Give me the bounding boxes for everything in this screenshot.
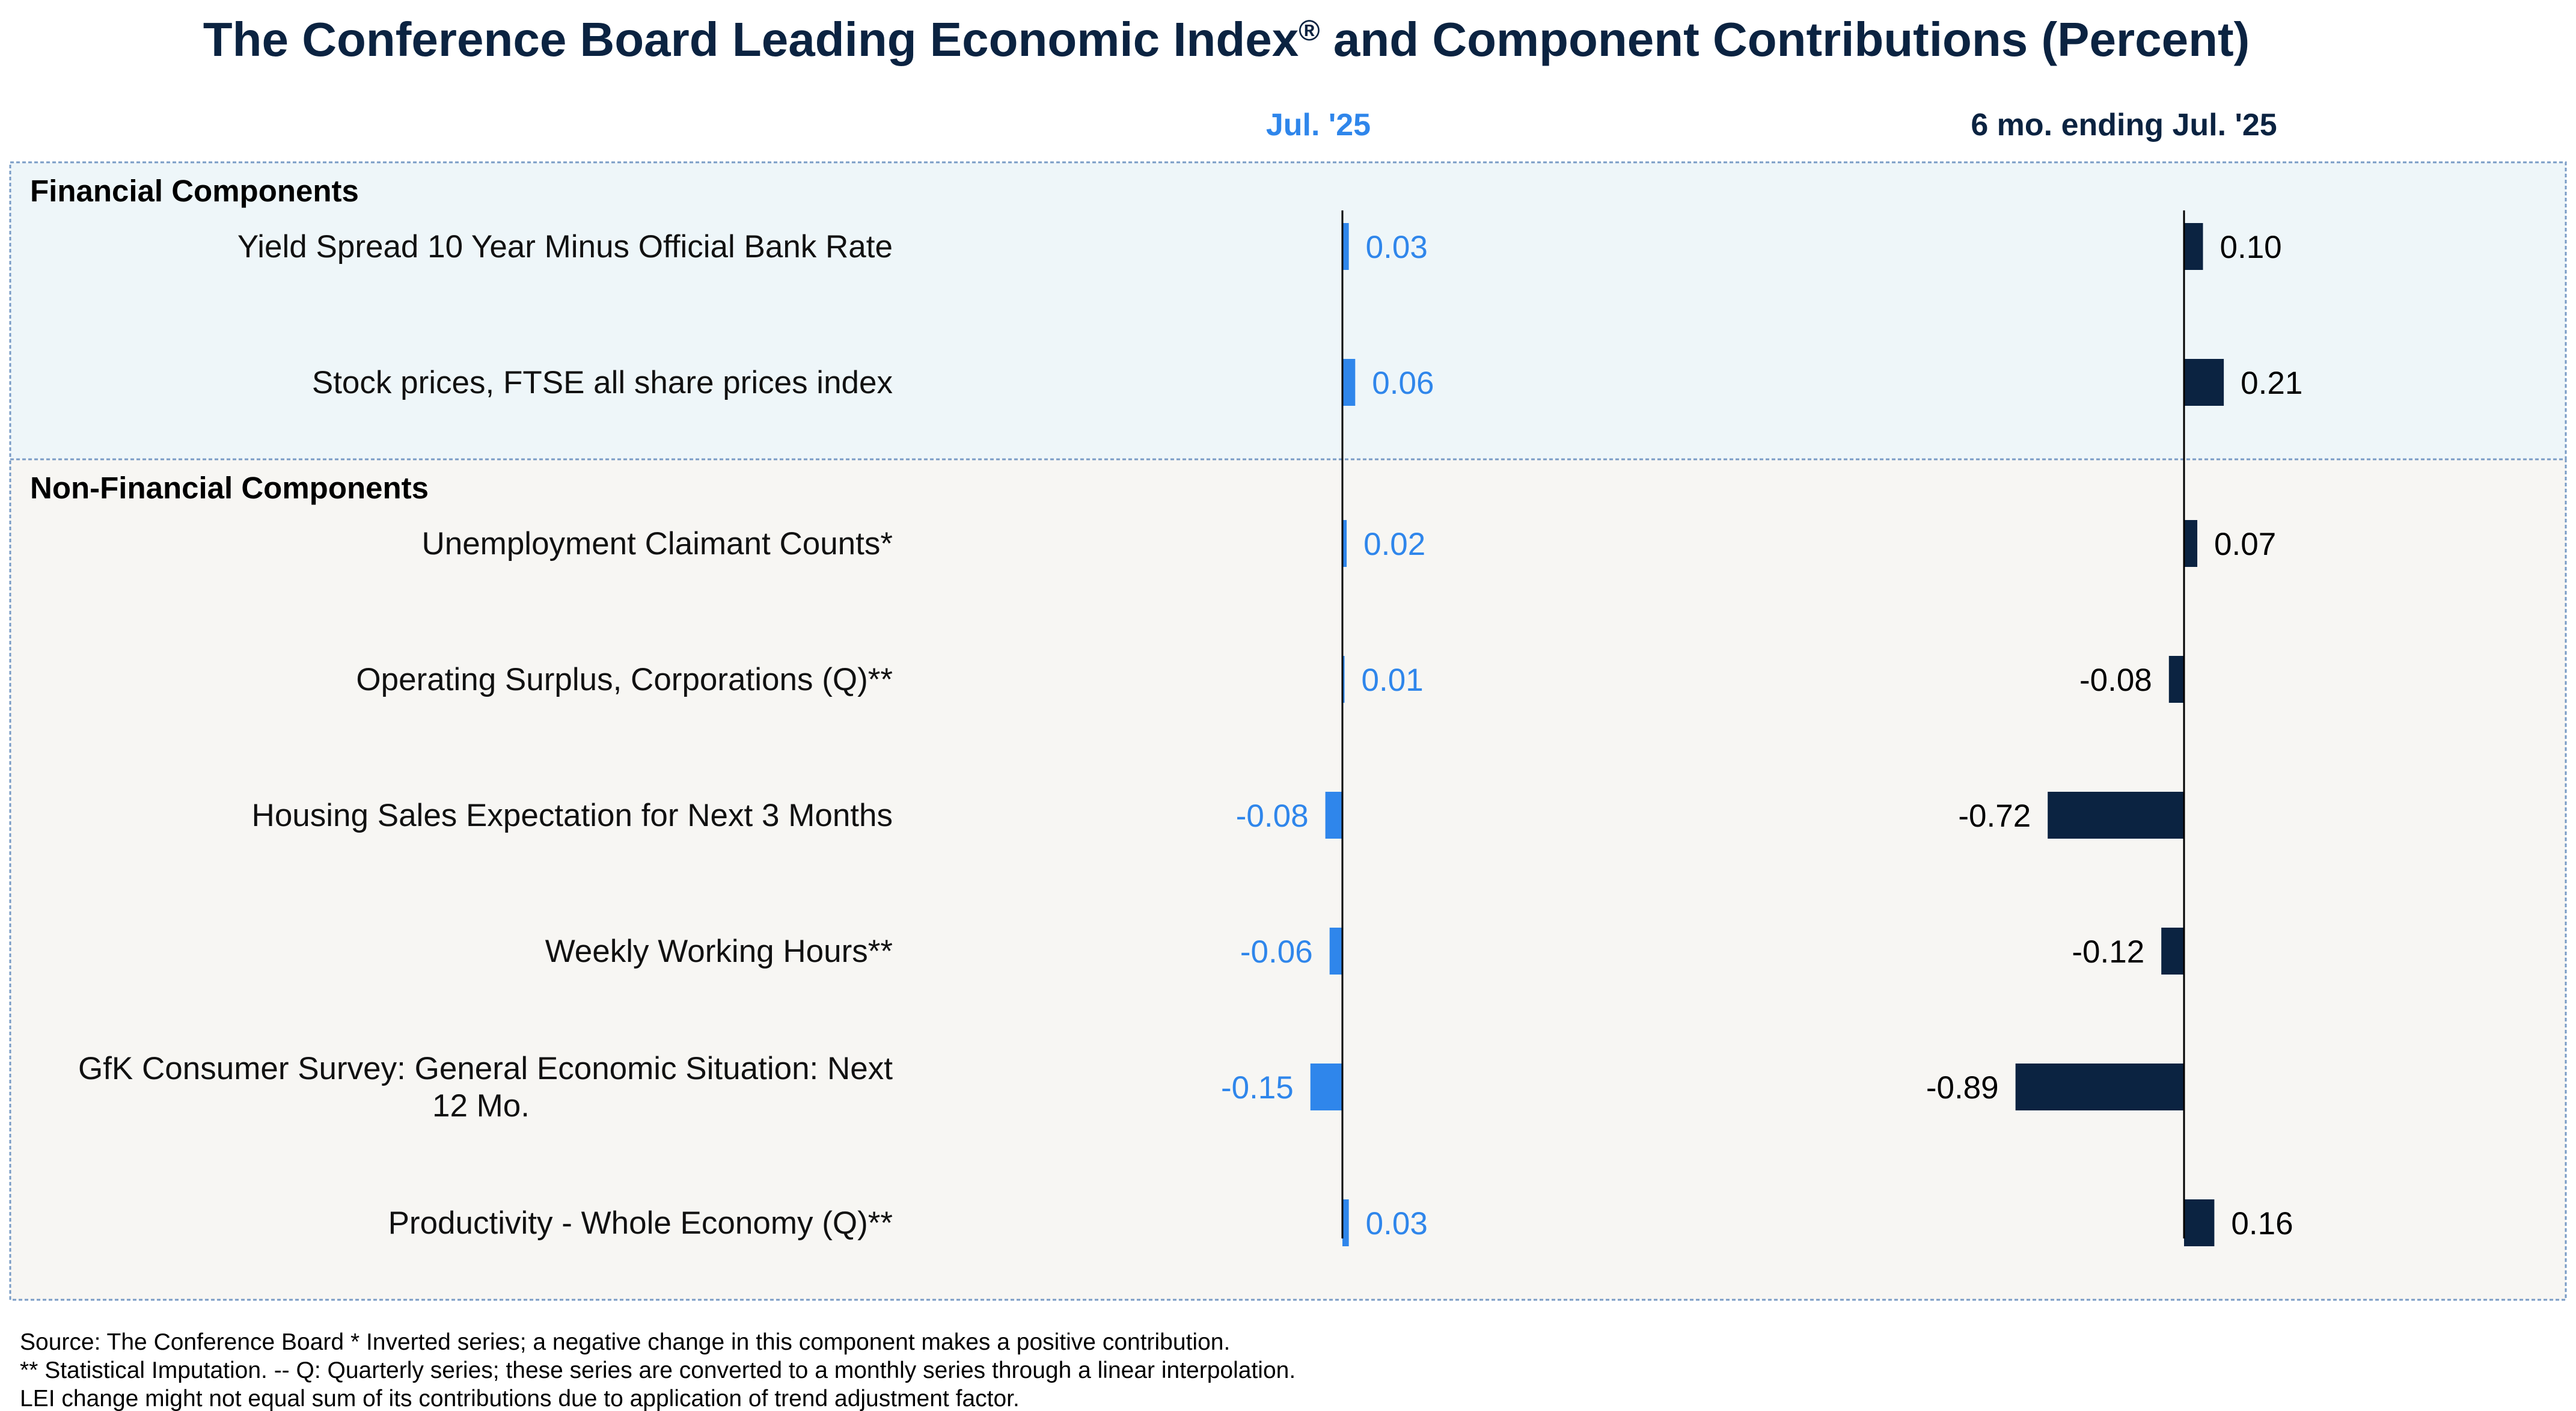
section-panel-1 [9,458,2567,1301]
bar-six_month [2184,1199,2215,1246]
value-label-six_month: 0.16 [2231,1206,2293,1241]
value-label-six_month: -0.12 [2072,934,2144,970]
bar-six_month [2048,792,2184,839]
value-label-month: 0.03 [1366,1206,1428,1241]
row-label-line: Unemployment Claimant Counts* [421,526,893,562]
footnote-0: Source: The Conference Board * Inverted … [20,1329,1230,1355]
value-label-month: 0.01 [1362,663,1424,698]
bar-six_month [2168,656,2184,703]
row-label-line: GfK Consumer Survey: General Economic Si… [78,1051,893,1086]
value-label-month: -0.06 [1240,934,1313,970]
bar-month [1342,520,1347,567]
row-label-line: 12 Mo. [432,1088,530,1124]
section-title-1: Non-Financial Components [30,471,429,505]
value-label-month: 0.06 [1372,366,1434,401]
value-label-six_month: 0.21 [2241,366,2302,401]
value-label-six_month: -0.08 [2079,663,2152,698]
bar-month [1310,1064,1342,1110]
footnote-1: ** Statistical Imputation. -- Q: Quarter… [20,1357,1296,1383]
footnote-2: LEI change might not equal sum of its co… [20,1386,1020,1411]
value-label-month: 0.02 [1363,527,1425,562]
row-label: GfK Consumer Survey: General Economic Si… [78,1051,893,1124]
section-title-0: Financial Components [30,174,359,208]
bar-month [1342,223,1349,270]
row-label-line: Yield Spread 10 Year Minus Official Bank… [237,229,893,265]
chart-title-main: The Conference Board Leading Economic In… [203,13,1299,66]
row-label: Productivity - Whole Economy (Q)** [388,1205,893,1241]
row-label: Weekly Working Hours** [545,934,893,969]
bar-six_month [2161,928,2184,975]
value-label-six_month: -0.72 [1958,798,2031,834]
bar-six_month [2184,520,2198,567]
bar-month [1342,656,1345,703]
value-label-six_month: 0.07 [2214,527,2276,562]
chart-title-registered-mark: ® [1299,15,1320,47]
value-label-six_month: 0.10 [2220,230,2282,265]
plot-area: Jul. '25 6 mo. ending Jul. '25 Financial C… [9,108,2567,1411]
row-label-line: Stock prices, FTSE all share prices inde… [312,365,893,400]
bar-six_month [2184,359,2224,406]
bar-six_month [2184,223,2203,270]
column-header-month: Jul. '25 [1266,108,1371,142]
value-label-month: 0.03 [1366,230,1428,265]
row-label-line: Weekly Working Hours** [545,934,893,969]
row-label-line: Operating Surplus, Corporations (Q)** [356,662,893,697]
bar-month [1342,1199,1349,1246]
chart-title: The Conference Board Leading Economic In… [203,13,2250,66]
row-label: Housing Sales Expectation for Next 3 Mon… [252,798,893,833]
chart-title-suffix: and Component Contributions (Percent) [1320,13,2250,66]
row-label-line: Productivity - Whole Economy (Q)** [388,1205,893,1241]
row-label: Unemployment Claimant Counts* [421,526,893,562]
bar-month [1325,792,1342,839]
row-label-line: Housing Sales Expectation for Next 3 Mon… [252,798,893,833]
section-panel-0 [9,161,2567,461]
value-label-month: -0.15 [1221,1070,1294,1106]
value-label-month: -0.08 [1236,798,1309,834]
row-label: Yield Spread 10 Year Minus Official Bank… [237,229,893,265]
value-label-six_month: -0.89 [1926,1070,1999,1106]
row-label: Operating Surplus, Corporations (Q)** [356,662,893,697]
row-label: Stock prices, FTSE all share prices inde… [312,365,893,400]
bar-month [1329,928,1342,975]
bar-month [1342,359,1356,406]
column-header-six_month: 6 mo. ending Jul. '25 [1971,108,2277,142]
bar-six_month [2015,1064,2184,1110]
